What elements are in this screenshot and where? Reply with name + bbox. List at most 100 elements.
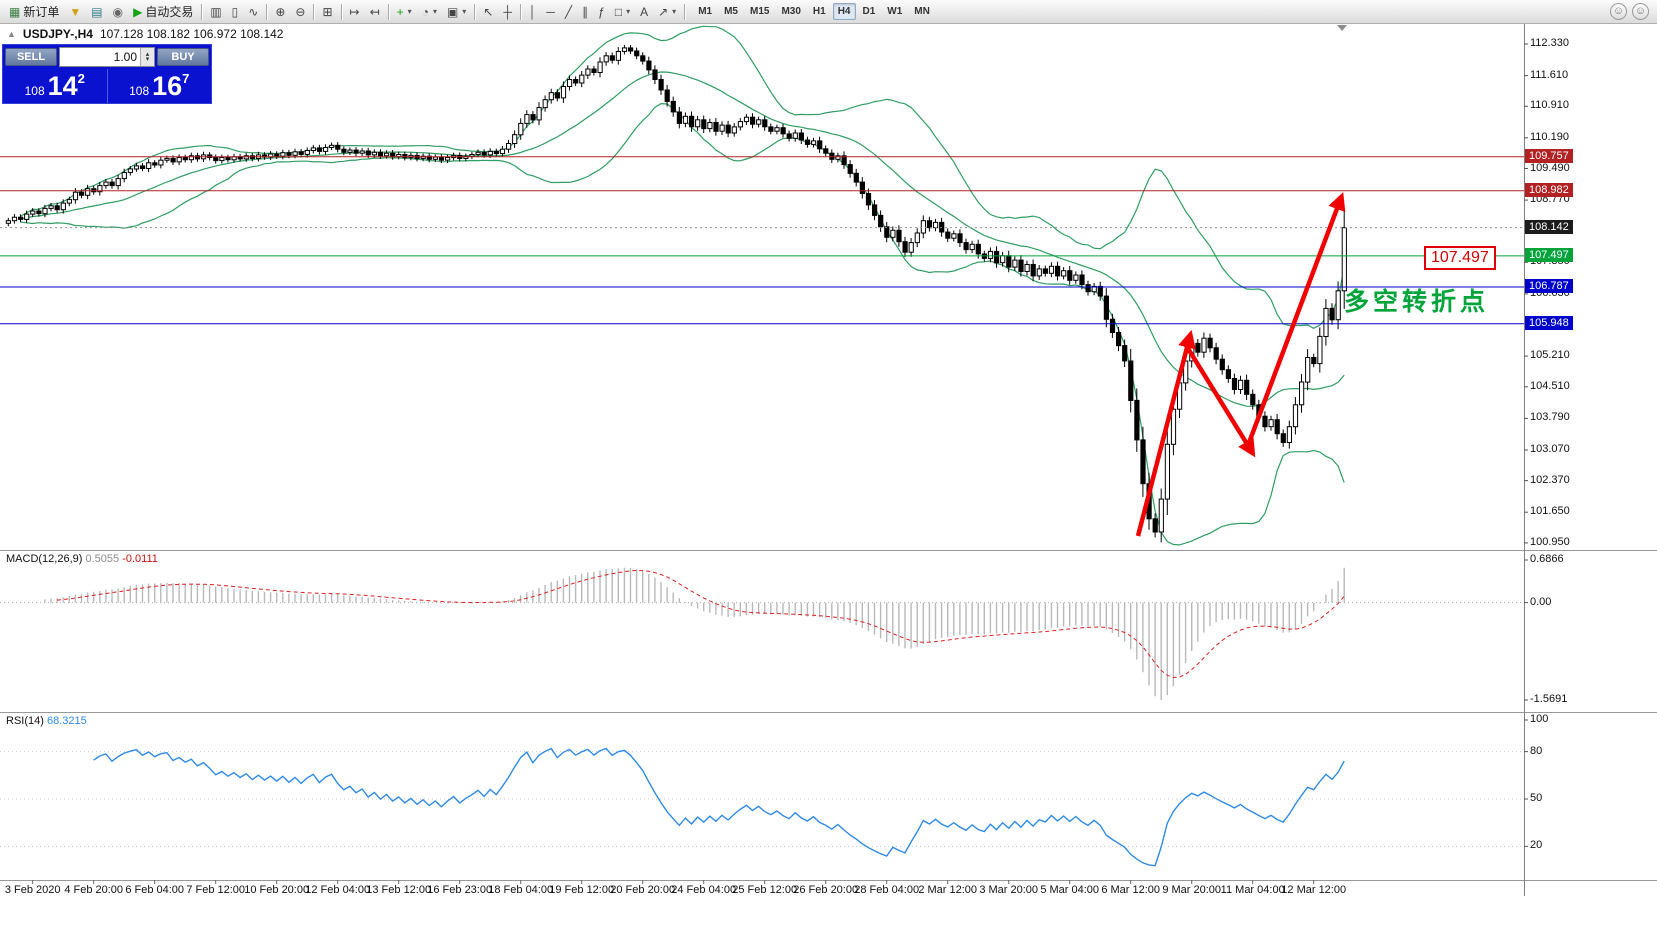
trendline-button[interactable]: ╱	[560, 2, 577, 21]
shapes-button[interactable]: □ ▾	[610, 2, 635, 21]
trend-arrows	[1135, 192, 1346, 537]
help-button[interactable]: ☺	[1632, 3, 1649, 20]
indicators-plus-icon: +	[396, 4, 404, 19]
rsi-name: RSI(14)	[6, 715, 44, 727]
auto-scroll-button[interactable]: ↦	[345, 2, 365, 21]
bar-chart-icon: ▥	[210, 4, 222, 19]
timeframe-m5[interactable]: M5	[719, 3, 743, 20]
scripts-button[interactable]: ▼	[64, 2, 86, 21]
timeframe-d1[interactable]: D1	[858, 3, 881, 20]
chart-shift-icon: ↤	[369, 4, 380, 19]
zoom-out-button[interactable]: ⊖	[290, 2, 310, 21]
fibonacci-button[interactable]: ƒ	[593, 2, 610, 21]
clock-icon: ◔	[421, 4, 429, 19]
cursor-icon: ↖	[483, 4, 494, 19]
one-click-trading-panel: SELL 1.00 ▴ ▾ BUY 108 14 2 108 16 7	[2, 44, 212, 104]
periods-button[interactable]: ◔ ▾	[417, 2, 442, 21]
history-center-button[interactable]: ▤	[86, 2, 107, 21]
community-button[interactable]: ☺	[1610, 3, 1627, 20]
chevron-down-icon: ▾	[432, 7, 437, 16]
autotrade-button-label: 自动交易	[145, 5, 194, 19]
bollinger-lower	[20, 102, 1345, 546]
trade-panel-prices: 108 14 2 108 16 7	[3, 69, 211, 103]
horizontal-price-lines	[0, 156, 1524, 325]
sell-price[interactable]: 108 14 2	[3, 69, 107, 103]
globe-icon: ◉	[112, 4, 124, 19]
buy-button[interactable]: BUY	[157, 48, 209, 66]
stepper-up-icon[interactable]: ▴	[145, 51, 150, 58]
volume-value: 1.00	[113, 50, 137, 64]
sell-price-small: 108	[24, 84, 45, 98]
turning-point-annotation: 多空转折点	[1344, 288, 1490, 316]
rsi-panel	[0, 747, 1524, 867]
buy-price[interactable]: 108 16 7	[108, 69, 212, 103]
templates-button[interactable]: ▣ ▾	[442, 2, 471, 21]
auto-scroll-icon: ↦	[349, 4, 360, 19]
rsi-label: RSI(14) 68.3215	[6, 715, 87, 727]
bar-chart-button[interactable]: ▥	[205, 2, 226, 21]
timeframe-m1[interactable]: M1	[693, 3, 717, 20]
chevron-down-icon: ▾	[626, 7, 631, 16]
bollinger-bands	[20, 25, 1345, 546]
collapse-icon[interactable]: ▲	[7, 29, 16, 39]
timeframe-h1[interactable]: H1	[808, 3, 831, 20]
buy-price-sup: 7	[182, 71, 190, 86]
timeframe-switcher: M1 M5 M15 M30 H1 H4 D1 W1 MN	[692, 3, 936, 20]
trade-panel-controls: SELL 1.00 ▴ ▾ BUY	[3, 45, 211, 69]
chart-shift-button[interactable]: ↤	[365, 2, 385, 21]
crosshair-button[interactable]: ┼	[498, 2, 517, 21]
volume-stepper[interactable]: ▴ ▾	[140, 48, 154, 66]
chevron-down-icon: ▾	[672, 7, 677, 16]
chevron-down-icon: ▾	[407, 7, 412, 16]
tile-windows-button[interactable]: ⊞	[317, 2, 337, 21]
timeframe-m30[interactable]: M30	[776, 3, 805, 20]
crosshair-icon: ┼	[503, 4, 512, 19]
history-icon: ▤	[91, 4, 103, 19]
sell-button[interactable]: SELL	[5, 48, 57, 66]
autotrade-button[interactable]: ▶ 自动交易	[128, 2, 198, 21]
arrow-icon: ↗	[658, 4, 669, 19]
timeframe-h4[interactable]: H4	[832, 3, 856, 20]
cursor-button[interactable]: ↖	[478, 2, 498, 21]
toolbar-separator	[387, 3, 389, 20]
buy-price-big: 16	[152, 71, 183, 101]
timeframe-m15[interactable]: M15	[745, 3, 774, 20]
timeframe-mn[interactable]: MN	[909, 3, 935, 20]
trend-arrow	[1244, 192, 1346, 449]
vertical-line-button[interactable]: │	[524, 2, 542, 21]
zoom-out-icon: ⊖	[295, 4, 306, 19]
text-button[interactable]: A	[635, 2, 653, 21]
text-icon: A	[640, 4, 649, 19]
volume-field[interactable]: 1.00 ▴ ▾	[59, 47, 155, 67]
candlestick-series	[5, 44, 1347, 543]
symbol-period: USDJPY-,H4	[22, 27, 93, 41]
horizontal-line-button[interactable]: ─	[541, 2, 560, 21]
channel-button[interactable]: ∥	[577, 2, 593, 21]
scripts-icon: ▼	[69, 4, 82, 19]
tile-windows-icon: ⊞	[322, 4, 333, 19]
chevron-down-icon: ▾	[462, 7, 467, 16]
candle-chart-button[interactable]: ▯	[227, 2, 244, 21]
price-divider	[106, 69, 108, 103]
candle-chart-icon: ▯	[231, 4, 239, 19]
market-watch-button[interactable]: ◉	[108, 2, 128, 21]
macd-main-value: 0.5055	[85, 553, 120, 565]
line-chart-button[interactable]: ∿	[243, 2, 263, 21]
shapes-icon: □	[614, 4, 623, 19]
trend-arrow	[1182, 340, 1256, 458]
price-callout: 107.497	[1424, 246, 1496, 270]
arrows-button[interactable]: ↗ ▾	[653, 2, 681, 21]
new-order-button[interactable]: ▦ 新订单	[4, 2, 64, 21]
macd-signal-value: -0.0111	[122, 553, 158, 565]
zoom-in-button[interactable]: ⊕	[270, 2, 290, 21]
ohlc-values: 107.128 108.182 106.972 108.142	[99, 27, 284, 41]
timeframe-w1[interactable]: W1	[882, 3, 907, 20]
stepper-down-icon[interactable]: ▾	[145, 56, 150, 63]
toolbar-separator	[266, 3, 268, 20]
indicators-button[interactable]: + ▾	[392, 2, 417, 21]
rsi-value: 68.3215	[46, 715, 87, 727]
play-icon: ▶	[133, 4, 143, 19]
horizontal-line-icon: ─	[546, 4, 555, 19]
chart-title: ▲ USDJPY-,H4 107.128 108.182 106.972 108…	[7, 27, 283, 41]
